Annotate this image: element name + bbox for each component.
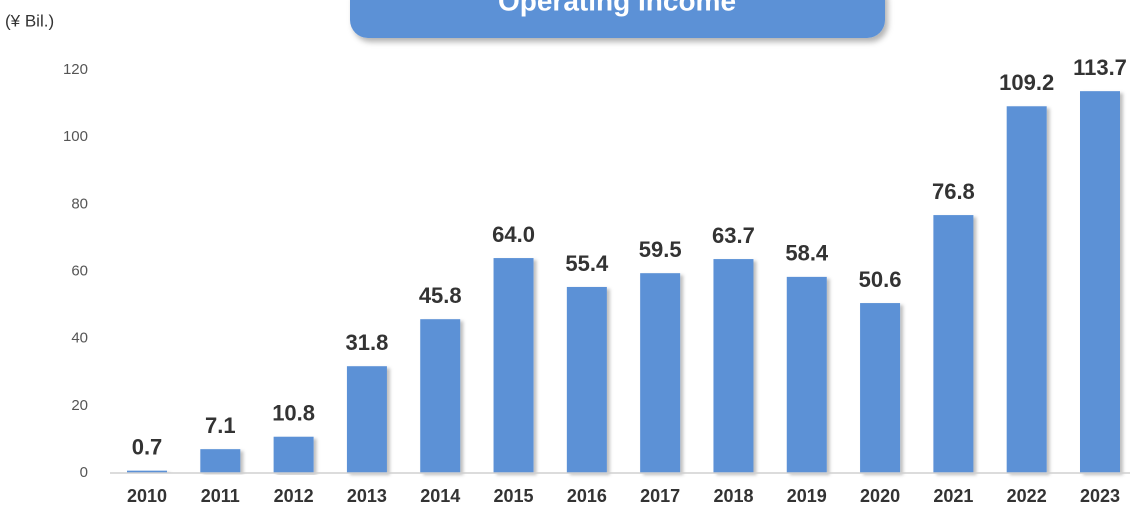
bar (200, 449, 241, 473)
bar (273, 436, 314, 473)
x-tick-label: 2022 (1007, 486, 1047, 506)
bar (860, 303, 901, 473)
y-tick-label: 100 (63, 128, 88, 145)
y-axis-label: (¥ Bil.) (5, 11, 54, 30)
value-label: 76.8 (932, 179, 975, 204)
x-tick-label: 2018 (713, 486, 753, 506)
chart-title: Operating Income (498, 0, 736, 16)
y-tick-label: 60 (71, 262, 88, 279)
value-label: 45.8 (419, 283, 462, 308)
y-tick-label: 20 (71, 397, 88, 414)
x-tick-label: 2023 (1080, 486, 1120, 506)
value-label: 50.6 (859, 267, 902, 292)
bar (1006, 106, 1047, 474)
value-label: 59.5 (639, 237, 682, 262)
value-label: 63.7 (712, 223, 755, 248)
x-tick-label: 2020 (860, 486, 900, 506)
bar (1080, 91, 1120, 473)
x-tick-label: 2014 (420, 486, 460, 506)
value-label: 55.4 (565, 251, 609, 276)
x-tick-label: 2019 (787, 486, 827, 506)
value-label: 7.1 (205, 413, 236, 438)
bar (420, 319, 461, 473)
x-tick-label: 2021 (933, 486, 973, 506)
value-label: 113.7 (1073, 55, 1127, 80)
title-banner (350, 0, 885, 38)
bar (933, 215, 974, 473)
y-tick-label: 120 (63, 61, 88, 78)
bar (786, 276, 827, 473)
y-tick-label: 80 (71, 195, 88, 212)
value-label: 64.0 (492, 222, 535, 247)
bar (566, 286, 607, 473)
x-tick-label: 2017 (640, 486, 680, 506)
bar (493, 258, 534, 473)
bar (346, 366, 387, 473)
x-tick-label: 2010 (127, 486, 167, 506)
x-tick-label: 2013 (347, 486, 387, 506)
bar (127, 470, 167, 473)
x-tick-label: 2016 (567, 486, 607, 506)
x-tick-label: 2011 (201, 486, 240, 506)
value-label: 31.8 (346, 330, 389, 355)
value-label: 109.2 (999, 70, 1054, 95)
y-tick-label: 0 (80, 464, 88, 481)
value-label: 0.7 (132, 434, 163, 459)
bar (640, 273, 681, 473)
bar (713, 259, 754, 473)
value-label: 10.8 (272, 401, 315, 426)
x-tick-label: 2012 (274, 486, 314, 506)
y-tick-label: 40 (71, 330, 88, 347)
value-label: 58.4 (785, 241, 829, 266)
x-tick-label: 2015 (494, 486, 534, 506)
